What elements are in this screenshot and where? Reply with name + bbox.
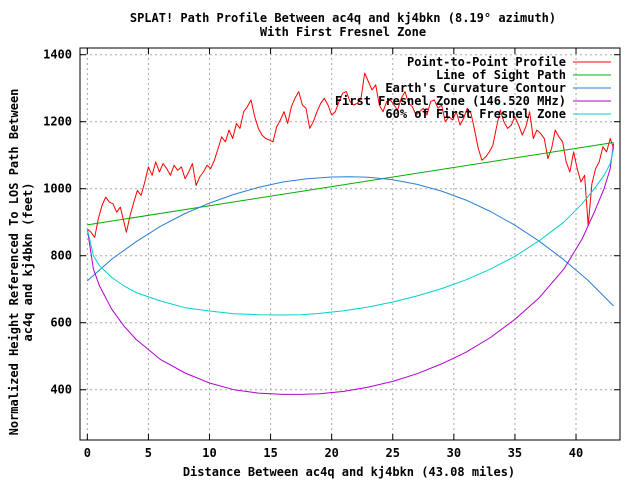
y-tick-label: 600 <box>50 316 72 330</box>
x-tick-label: 25 <box>386 446 400 460</box>
x-tick-label: 30 <box>447 446 461 460</box>
series-group <box>86 72 615 395</box>
y-axis-label-line1: Normalized Height Referenced To LOS Path… <box>7 89 21 436</box>
x-axis-label: Distance Between ac4q and kj4bkn (43.08 … <box>183 465 515 479</box>
x-tick-label: 40 <box>569 446 583 460</box>
x-tick-label: 35 <box>508 446 522 460</box>
x-tick-label: 20 <box>324 446 338 460</box>
series-line-2 <box>87 142 614 226</box>
series-line-1 <box>86 72 615 238</box>
legend-label: 60% of First Fresnel Zone <box>385 107 566 121</box>
y-tick-label: 400 <box>50 383 72 397</box>
x-tick-label: 10 <box>202 446 216 460</box>
grid-lines <box>80 48 620 440</box>
y-tick-label: 1200 <box>43 115 72 129</box>
y-axis-ticks: 400 600 800 1000 1200 1400 <box>43 48 620 397</box>
x-axis-ticks: 0 5 10 15 20 25 30 35 40 <box>84 48 583 460</box>
y-tick-label: 1400 <box>43 48 72 62</box>
y-tick-label: 800 <box>50 249 72 263</box>
legend-label: Earth's Curvature Contour <box>385 81 566 95</box>
y-axis-label-line2: ac4q and kj4bkn (feet) <box>21 183 35 342</box>
chart-subtitle: With First Fresnel Zone <box>260 25 426 39</box>
legend-label: Line of Sight Path <box>436 68 566 82</box>
x-tick-label: 0 <box>84 446 91 460</box>
series-line-4 <box>86 143 615 395</box>
series-line-3 <box>86 176 614 307</box>
plot-frame <box>79 47 621 441</box>
legend-label: Point-to-Point Profile <box>407 55 566 69</box>
chart-title: SPLAT! Path Profile Between ac4q and kj4… <box>130 11 556 25</box>
legend-label: First Fresnel Zone (146.520 MHz) <box>335 94 566 108</box>
y-tick-label: 1000 <box>43 182 72 196</box>
x-tick-label: 15 <box>263 446 277 460</box>
series-line-5 <box>86 148 615 316</box>
x-tick-label: 5 <box>145 446 152 460</box>
